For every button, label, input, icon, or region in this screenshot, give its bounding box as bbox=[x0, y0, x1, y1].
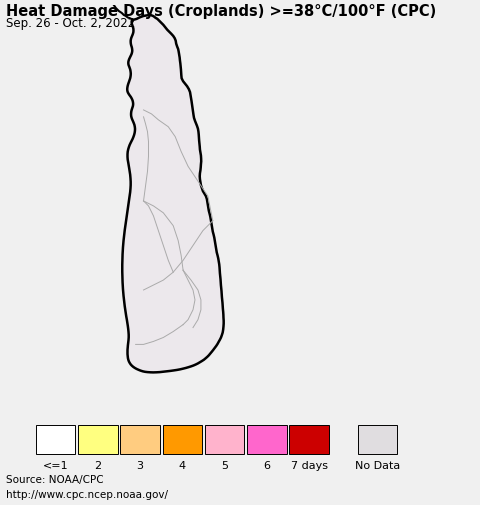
FancyBboxPatch shape bbox=[247, 425, 287, 454]
Text: Sep. 26 - Oct. 2, 2022: Sep. 26 - Oct. 2, 2022 bbox=[6, 17, 135, 30]
Text: <=1: <=1 bbox=[43, 461, 69, 471]
FancyBboxPatch shape bbox=[358, 425, 397, 454]
Text: http://www.cpc.ncep.noaa.gov/: http://www.cpc.ncep.noaa.gov/ bbox=[6, 490, 168, 500]
FancyBboxPatch shape bbox=[163, 425, 202, 454]
Text: Source: NOAA/CPC: Source: NOAA/CPC bbox=[6, 476, 103, 485]
Text: 2: 2 bbox=[95, 461, 101, 471]
FancyBboxPatch shape bbox=[120, 425, 160, 454]
Text: 3: 3 bbox=[137, 461, 144, 471]
Text: No Data: No Data bbox=[355, 461, 400, 471]
Text: 4: 4 bbox=[179, 461, 186, 471]
Text: 6: 6 bbox=[264, 461, 270, 471]
FancyBboxPatch shape bbox=[36, 425, 75, 454]
FancyBboxPatch shape bbox=[205, 425, 244, 454]
Text: Heat Damage Days (Croplands) >=38°C/100°F (CPC): Heat Damage Days (Croplands) >=38°C/100°… bbox=[6, 4, 436, 19]
Text: 5: 5 bbox=[221, 461, 228, 471]
FancyBboxPatch shape bbox=[289, 425, 329, 454]
FancyBboxPatch shape bbox=[78, 425, 118, 454]
Text: 7 days: 7 days bbox=[290, 461, 328, 471]
Polygon shape bbox=[122, 15, 224, 372]
